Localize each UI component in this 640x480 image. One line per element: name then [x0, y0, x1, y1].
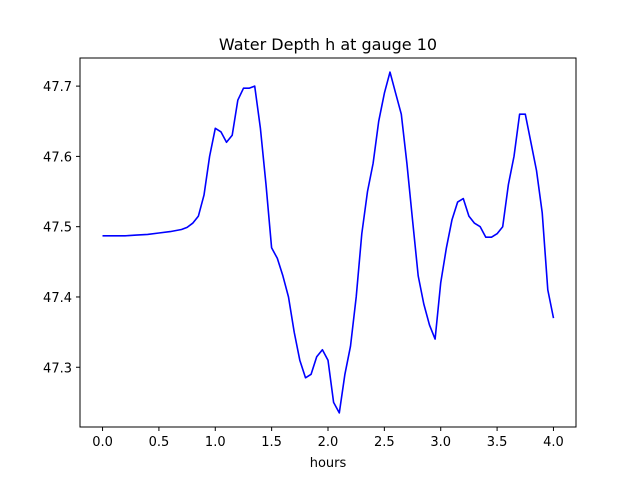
- y-tick-label: 47.6: [43, 150, 72, 165]
- x-tick-label: 4.0: [543, 435, 564, 450]
- x-tick-label: 0.0: [92, 435, 113, 450]
- y-tick-label: 47.5: [43, 221, 72, 236]
- series-line-0: [102, 71, 555, 414]
- y-tick-label: 47.4: [43, 291, 72, 306]
- x-tick-label: 3.5: [487, 435, 508, 450]
- y-axis-ticks: 47.3 47.4 47.5 47.6 47.7: [43, 80, 80, 376]
- y-tick-label: 47.3: [43, 361, 72, 376]
- x-axis-ticks: 0.0 0.5 1.0 1.5 2.0 2.5 3.0 3.5 4.0: [92, 427, 564, 450]
- x-tick-label: 0.5: [149, 435, 170, 450]
- chart-title: Water Depth h at gauge 10: [219, 35, 437, 54]
- x-tick-label: 3.0: [430, 435, 451, 450]
- x-tick-label: 1.5: [261, 435, 282, 450]
- x-tick-label: 2.5: [374, 435, 395, 450]
- x-tick-label: 1.0: [205, 435, 226, 450]
- x-tick-label: 2.0: [318, 435, 339, 450]
- x-axis-label: hours: [310, 456, 347, 471]
- y-tick-label: 47.7: [43, 80, 72, 95]
- plot-area: [80, 58, 576, 427]
- series-layer: [102, 71, 555, 414]
